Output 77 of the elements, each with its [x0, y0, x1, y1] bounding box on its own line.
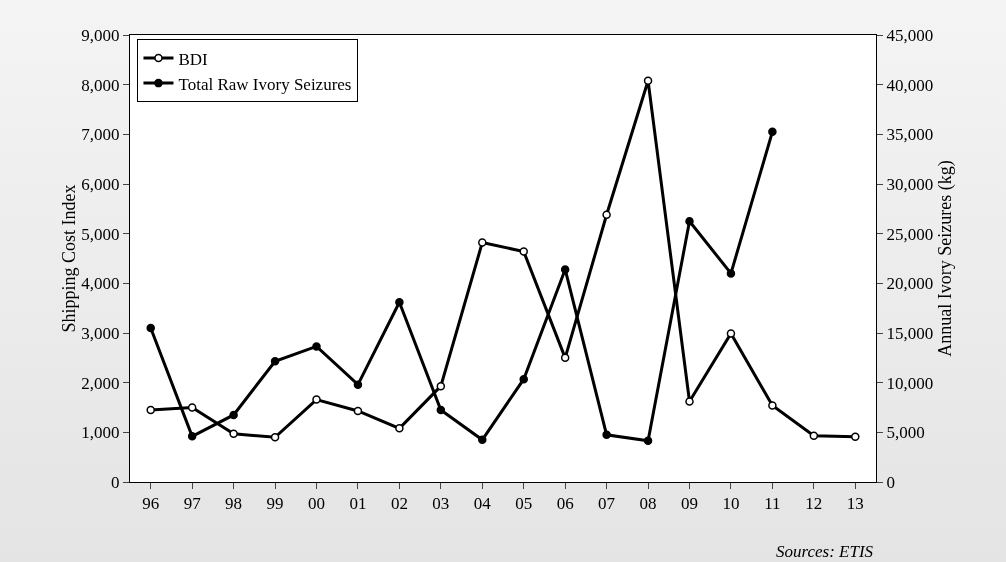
y2-tick-label: 0	[886, 472, 895, 492]
x-tick-label: 08	[639, 494, 657, 514]
y-tick-label: 8,000	[81, 75, 120, 95]
x-tick-label: 13	[846, 494, 864, 514]
y-tick-label: 0	[111, 472, 120, 492]
x-tick-label: 03	[432, 494, 450, 514]
y-tick-label: 9,000	[81, 25, 120, 45]
x-tick-label: 07	[598, 494, 616, 514]
legend-label: Total Raw Ivory Seizures	[178, 74, 352, 94]
point	[519, 374, 528, 384]
y2-tick-label: 40,000	[886, 75, 934, 95]
y-axis-title: Shipping Cost Index	[59, 184, 80, 333]
x-tick-label: 97	[183, 494, 202, 514]
point	[602, 430, 611, 440]
point	[768, 127, 777, 137]
point	[436, 381, 446, 391]
x-tick-label: 12	[805, 494, 823, 514]
x-tick-label: 06	[556, 494, 574, 514]
point	[643, 436, 653, 446]
x-tick-label: 02	[390, 494, 408, 514]
y2-axis-title: Annual Ivory Seizures (kg)	[935, 160, 957, 357]
point	[851, 432, 860, 442]
y2-tick-label: 15,000	[886, 323, 934, 343]
point	[353, 406, 363, 416]
point	[312, 395, 321, 404]
point	[270, 357, 280, 366]
legend-label: BDI	[178, 49, 209, 69]
point	[395, 424, 404, 433]
point	[187, 432, 197, 441]
point	[726, 329, 736, 338]
y-tick-label: 7,000	[81, 125, 120, 145]
point	[478, 238, 487, 247]
point	[312, 342, 321, 351]
y-tick-label: 5,000	[81, 224, 120, 244]
point	[270, 433, 280, 442]
x-tick-label: 10	[722, 494, 740, 514]
x-tick-label: 99	[266, 494, 284, 514]
source-note: Sources: ETIS	[776, 542, 874, 561]
point	[229, 429, 238, 439]
point	[809, 431, 819, 441]
x-tick-label: 01	[349, 494, 367, 514]
y-tick-label: 6,000	[81, 174, 120, 194]
point	[436, 405, 446, 415]
point	[560, 353, 570, 363]
point	[685, 397, 694, 406]
y-tick-label: 4,000	[81, 274, 120, 294]
y2-tick-label: 30,000	[886, 174, 934, 194]
point	[395, 297, 404, 307]
y2-tick-label: 20,000	[886, 274, 934, 294]
x-tick-label: 98	[225, 494, 243, 514]
x-tick-label: 00	[308, 494, 325, 514]
x-tick-label: 09	[681, 494, 698, 514]
y2-tick-label: 35,000	[886, 125, 934, 145]
point	[229, 410, 238, 420]
point	[478, 435, 487, 445]
x-tick-label: 11	[764, 494, 781, 514]
y-tick-label: 2,000	[81, 373, 120, 393]
y2-tick-label: 45,000	[886, 25, 934, 45]
point	[602, 210, 611, 220]
y-tick-label: 3,000	[81, 323, 120, 343]
point	[187, 403, 197, 412]
point	[643, 76, 653, 85]
point	[146, 323, 155, 333]
point	[685, 217, 694, 226]
y2-tick-label: 25,000	[886, 224, 934, 244]
x-tick-label: 05	[515, 494, 533, 514]
point	[146, 405, 155, 415]
point	[768, 401, 777, 410]
point	[560, 265, 570, 274]
y2-tick-label: 5,000	[886, 423, 925, 443]
point	[353, 380, 363, 389]
point	[519, 247, 528, 256]
x-tick-label: 04	[473, 494, 492, 514]
x-tick-label: 96	[142, 494, 160, 514]
y-tick-label: 1,000	[81, 423, 120, 443]
point	[726, 269, 736, 278]
y2-tick-label: 10,000	[886, 373, 934, 393]
